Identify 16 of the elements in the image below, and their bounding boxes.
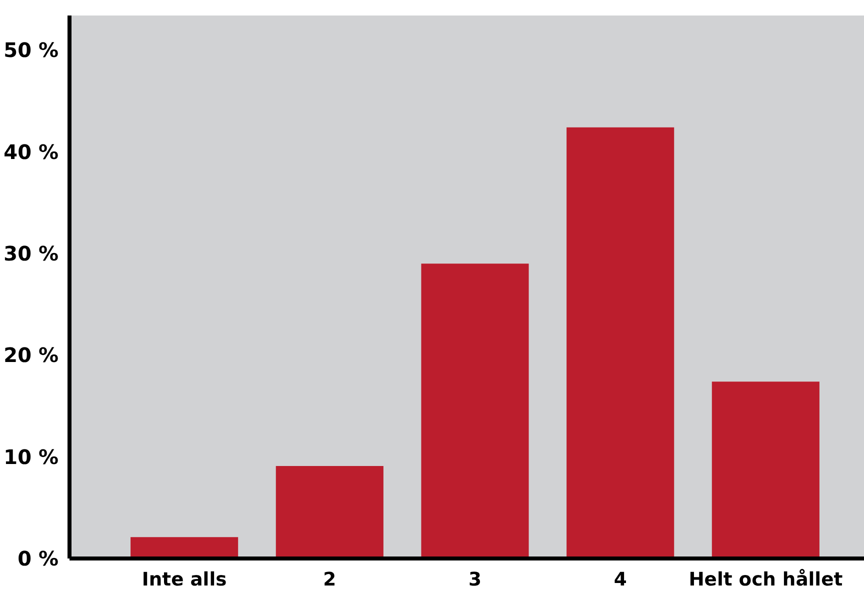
y-tick-label: 40 % [4, 140, 59, 164]
x-tick-label: 4 [614, 570, 627, 590]
x-tick-label: Helt och hållet [688, 568, 843, 590]
y-tick-label: 50 % [4, 38, 59, 62]
bar [276, 466, 384, 558]
x-tick-label: Inte alls [142, 570, 227, 590]
bar [566, 127, 674, 558]
x-tick-label: 3 [468, 570, 482, 590]
bar [712, 382, 820, 558]
y-tick-label: 30 % [4, 241, 59, 266]
bar [130, 537, 238, 558]
y-tick-label: 10 % [4, 444, 59, 469]
y-tick-label: 20 % [4, 343, 59, 368]
x-tick-label: 2 [323, 570, 336, 590]
y-tick-label: 0 % [18, 546, 59, 570]
bar [421, 264, 529, 558]
